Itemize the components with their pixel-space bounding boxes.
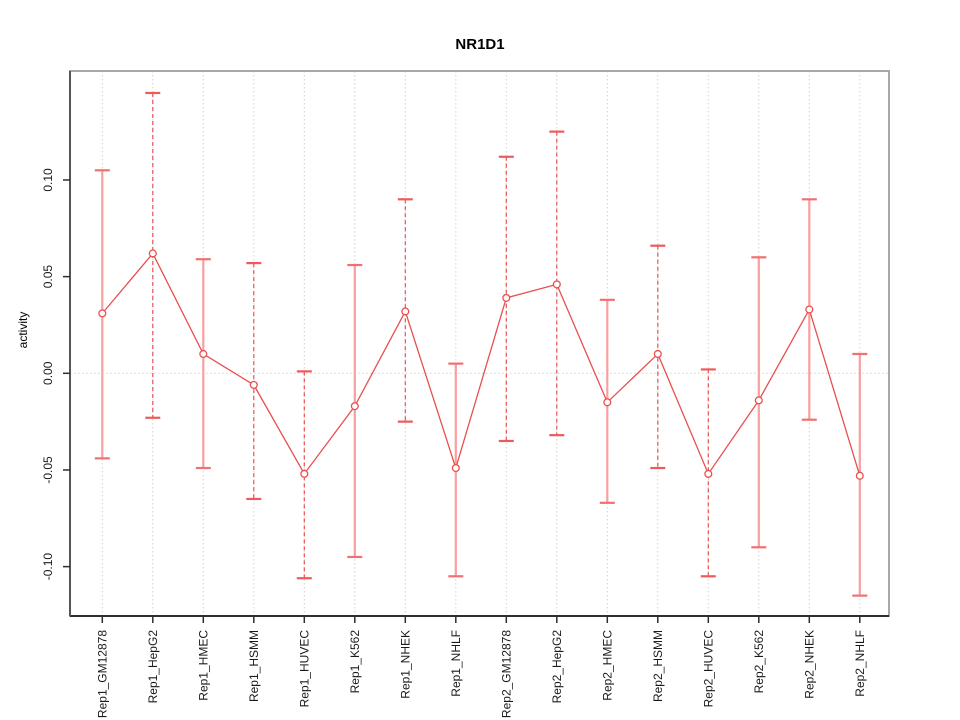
chart-content: 0.10 0.05 0.00 -0.05 -0.10 Rep1_GM12878 Rep1_H… — [41, 70, 890, 718]
plot-box — [69, 70, 890, 617]
data-point — [451, 463, 460, 473]
data-point — [350, 402, 359, 411]
x-tick-label: Rep1_HMEC — [196, 630, 210, 701]
data-point — [653, 349, 662, 359]
y-tick-label: 0.10 — [41, 168, 55, 192]
x-tick-label: Rep1_NHEK — [398, 630, 412, 699]
x-tick-label: Rep1_NHLF — [449, 630, 463, 697]
y-tick-label: -0.10 — [41, 553, 55, 581]
chart-title: NR1D1 — [455, 36, 504, 53]
x-tick-label: Rep1_K562 — [348, 630, 362, 694]
x-tick-label: Rep2_HepG2 — [550, 630, 564, 704]
data-line — [101, 252, 861, 476]
x-tick-label: Rep2_K562 — [752, 630, 766, 694]
data-point — [199, 349, 208, 359]
x-tick-label: Rep1_HUVEC — [297, 630, 311, 708]
data-point — [502, 293, 511, 302]
x-tick-label: Rep1_HepG2 — [146, 630, 160, 704]
x-tick-label: Rep2_HUVEC — [701, 630, 715, 708]
x-tick-label: Rep1_HSMM — [247, 630, 261, 702]
x-tick-label: Rep2_GM12878 — [499, 630, 513, 718]
data-point — [805, 305, 814, 314]
data-point — [98, 309, 107, 318]
data-point — [552, 280, 561, 289]
y-tick-label: -0.05 — [41, 456, 55, 484]
data-point — [704, 469, 713, 478]
y-tick-label: 0.05 — [41, 265, 55, 289]
x-tick-label: Rep2_HSMM — [651, 630, 665, 702]
x-tick-label: Rep2_HMEC — [600, 630, 614, 701]
data-point — [855, 471, 864, 480]
x-tick-label: Rep1_GM12878 — [95, 630, 109, 718]
y-tick-label: 0.00 — [41, 361, 55, 385]
data-point — [754, 396, 763, 405]
x-tick-label: Rep2_NHLF — [853, 630, 867, 697]
data-point — [401, 307, 410, 316]
data-point — [249, 380, 258, 389]
x-tick-label: Rep2_NHEK — [802, 630, 816, 699]
data-point — [148, 249, 157, 258]
data-point — [603, 398, 612, 407]
y-axis-title: activity — [16, 312, 30, 349]
data-point — [300, 469, 309, 478]
